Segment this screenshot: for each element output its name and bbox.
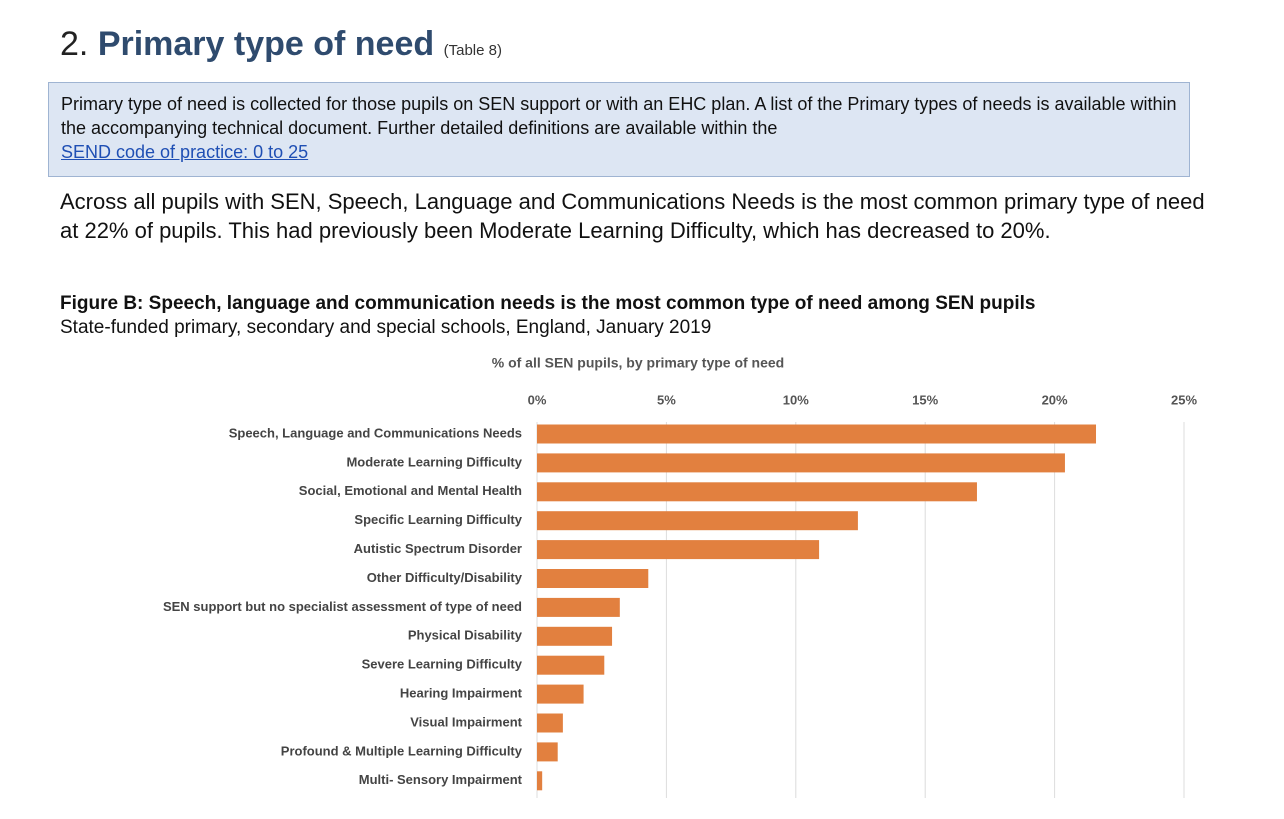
category-label: Moderate Learning Difficulty [346, 454, 522, 469]
x-tick-label: 15% [912, 392, 938, 407]
bar [537, 597, 620, 617]
category-label: Multi- Sensory Impairment [359, 772, 523, 787]
category-label: Speech, Language and Communications Need… [229, 425, 522, 440]
category-label: Physical Disability [408, 628, 523, 643]
figure-title: Figure B: Speech, language and communica… [60, 293, 1036, 314]
info-box: Primary type of need is collected for th… [48, 82, 1190, 177]
category-label: Autistic Spectrum Disorder [354, 541, 522, 556]
bar [537, 713, 563, 733]
category-label: Specific Learning Difficulty [354, 512, 522, 527]
figure-subtitle: State-funded primary, secondary and spec… [60, 317, 712, 338]
bar [537, 511, 858, 531]
info-link[interactable]: SEND code of practice: 0 to 25 [61, 142, 309, 162]
bar [537, 742, 558, 762]
bar [537, 540, 820, 560]
bar [537, 482, 977, 502]
paragraph: Across all pupils with SEN, Speech, Lang… [60, 189, 1205, 243]
heading: 2. Primary type of need (Table 8) [60, 22, 502, 73]
table-ref: (Table 8) [443, 42, 502, 59]
x-tick-label: 20% [1042, 392, 1068, 407]
category-label: Visual Impairment [410, 714, 522, 729]
bar [537, 626, 613, 646]
category-label: SEN support but no specialist assessment… [163, 599, 522, 614]
category-label: Severe Learning Difficulty [362, 657, 523, 672]
category-label: Hearing Impairment [400, 686, 523, 701]
x-tick-label: 25% [1171, 392, 1197, 407]
bar [537, 655, 605, 675]
bar [537, 424, 1097, 444]
chart: % of all SEN pupils, by primary type of … [163, 355, 1197, 798]
info-text: Primary type of need is collected for th… [61, 94, 1177, 138]
category-label: Social, Emotional and Mental Health [299, 483, 522, 498]
heading-number: 2. [60, 25, 89, 63]
bar [537, 684, 584, 704]
category-label: Other Difficulty/Disability [367, 570, 523, 585]
bar [537, 771, 543, 791]
x-tick-label: 10% [783, 392, 809, 407]
bar [537, 569, 649, 588]
x-tick-label: 0% [528, 392, 547, 407]
bar [537, 453, 1065, 473]
chart-title: % of all SEN pupils, by primary type of … [492, 355, 785, 371]
heading-title: Primary type of need [97, 25, 435, 63]
category-label: Profound & Multiple Learning Difficulty [281, 743, 523, 758]
x-tick-label: 5% [657, 392, 676, 407]
